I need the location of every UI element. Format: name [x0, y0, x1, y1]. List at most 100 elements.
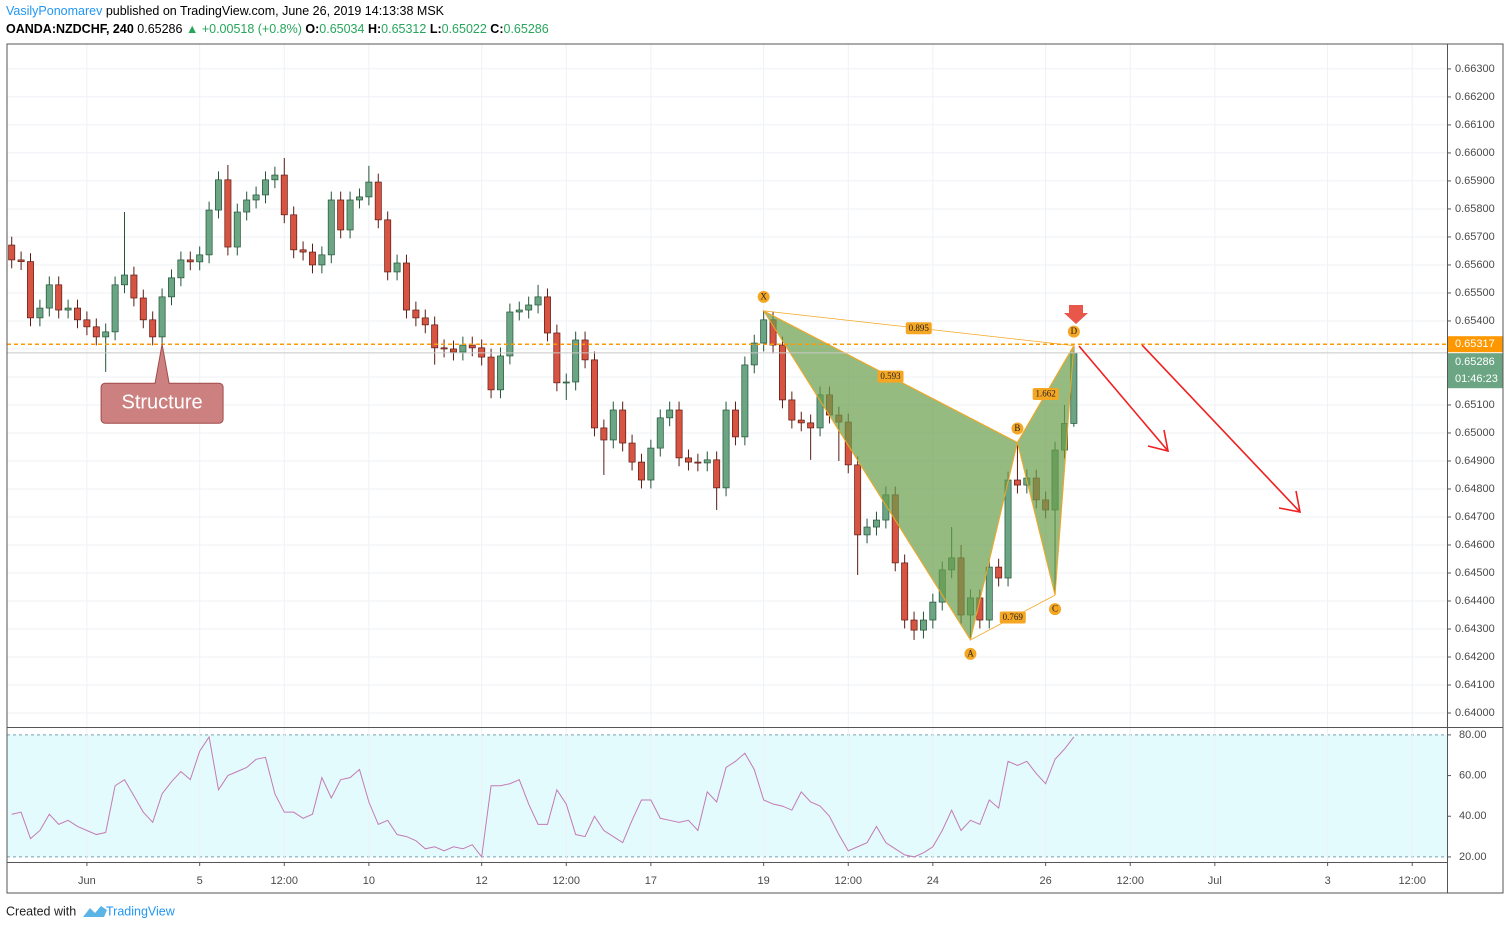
candle-body	[168, 277, 175, 298]
candle-body	[440, 347, 448, 350]
candle-body	[553, 332, 561, 384]
c-label: C:	[490, 22, 503, 36]
rsi-tick-label: 40.00	[1459, 810, 1487, 822]
footer-brand[interactable]: TradingView	[106, 904, 176, 918]
last-price-label: 0.65286	[1455, 356, 1495, 368]
candle-body	[262, 179, 269, 196]
candle-body	[224, 179, 232, 248]
candle-body	[788, 399, 796, 421]
last-price-box	[1448, 353, 1503, 389]
level-box	[1448, 336, 1503, 353]
candle-body	[1004, 479, 1012, 579]
symbol: OANDA:NZDCHF, 240	[6, 22, 134, 36]
rsi-band	[7, 734, 1447, 857]
candle-body	[431, 324, 439, 349]
candle-body	[393, 262, 401, 273]
ratio-label: 0.769	[1003, 612, 1024, 622]
candle-body	[337, 199, 345, 231]
candle-body	[139, 297, 147, 321]
arrow-head	[1147, 429, 1170, 453]
ratio-box	[999, 611, 1026, 624]
arrow-head	[1278, 490, 1302, 514]
x-tick-label: 5	[197, 875, 203, 887]
candle-body	[572, 339, 580, 383]
candle-body	[901, 562, 909, 621]
candle-body	[600, 427, 608, 441]
candle-body	[403, 262, 410, 311]
y-tick-label: 0.65600	[1455, 259, 1495, 271]
callout	[100, 344, 224, 424]
y-tick-label: 0.64300	[1455, 623, 1495, 635]
ratio-label: 1.662	[1036, 389, 1056, 399]
candle-body	[506, 311, 514, 357]
candle-body	[713, 459, 721, 489]
candle-body	[741, 364, 749, 438]
pattern-point-label: D	[1071, 326, 1078, 336]
candle-body	[619, 409, 627, 444]
candle-body	[149, 319, 157, 338]
arrow: ▲	[186, 22, 198, 36]
header-line-2: OANDA:NZDCHF, 240 0.65286 ▲ +0.00518 (+0…	[6, 22, 549, 36]
candle-body	[628, 442, 636, 463]
candle-body	[591, 359, 598, 429]
ratio-box	[877, 370, 904, 383]
ratio-label: 0.593	[880, 371, 901, 381]
x-tick-label: Jul	[1208, 875, 1222, 887]
candle-body	[121, 274, 128, 286]
logo	[83, 906, 107, 917]
candle-body	[797, 419, 805, 424]
candle-body	[327, 199, 335, 256]
rsi-tick-label: 20.00	[1459, 851, 1487, 863]
x-tick-label: 3	[1325, 875, 1331, 887]
x-tick-label: 12:00	[1398, 875, 1426, 887]
candle-body	[468, 344, 476, 349]
x-tick-label: 12:00	[271, 875, 299, 887]
candle-body	[280, 174, 288, 216]
candle-body	[299, 249, 307, 253]
o: 0.65034	[319, 22, 364, 36]
candle-body	[703, 459, 711, 464]
y-tick-label: 0.65100	[1455, 399, 1495, 411]
author[interactable]: VasilyPonomarev	[6, 4, 103, 18]
candle-body	[17, 259, 25, 262]
y-tick-label: 0.65400	[1455, 315, 1495, 327]
published: published on TradingView.com, June 26, 2…	[106, 4, 445, 18]
y-tick-label: 0.64900	[1455, 455, 1495, 467]
candle-body	[421, 317, 429, 326]
candle-body	[111, 284, 119, 333]
candle-body	[722, 409, 730, 489]
x-tick-label: 19	[758, 875, 770, 887]
candle-body	[647, 447, 655, 481]
h: 0.65312	[381, 22, 426, 36]
candle-body	[55, 284, 63, 311]
y-tick-label: 0.66100	[1455, 119, 1495, 131]
level-label: 0.65317	[1455, 338, 1495, 350]
y-tick-label: 0.64500	[1455, 567, 1495, 579]
candle-body	[779, 344, 786, 401]
pattern-point-label: A	[967, 648, 974, 658]
candle-body	[910, 619, 918, 631]
frame	[6, 43, 1504, 894]
candle-body	[130, 274, 138, 299]
candle-body	[854, 464, 862, 536]
y-tick-label: 0.66300	[1455, 63, 1495, 75]
candle-body	[243, 199, 251, 213]
candle-body	[83, 319, 91, 328]
candle-body	[186, 259, 194, 263]
footer-text: Created with	[6, 904, 76, 918]
c: 0.65286	[504, 22, 549, 36]
candle-body	[233, 211, 241, 248]
pattern-point	[1011, 422, 1024, 435]
candle-body	[36, 307, 44, 319]
candle-body	[102, 331, 110, 338]
candle-body	[685, 457, 692, 463]
candle-body	[1013, 479, 1021, 486]
countdown: 01:46:23	[1455, 373, 1498, 385]
x-tick-label: 17	[645, 875, 657, 887]
footer: Created with TradingView	[6, 904, 176, 918]
y-tick-label: 0.65800	[1455, 203, 1495, 215]
candle-body	[544, 296, 551, 334]
x-tick-label: Jun	[78, 875, 96, 887]
candle-body	[732, 409, 739, 438]
rsi-tick-label: 80.00	[1459, 729, 1487, 741]
